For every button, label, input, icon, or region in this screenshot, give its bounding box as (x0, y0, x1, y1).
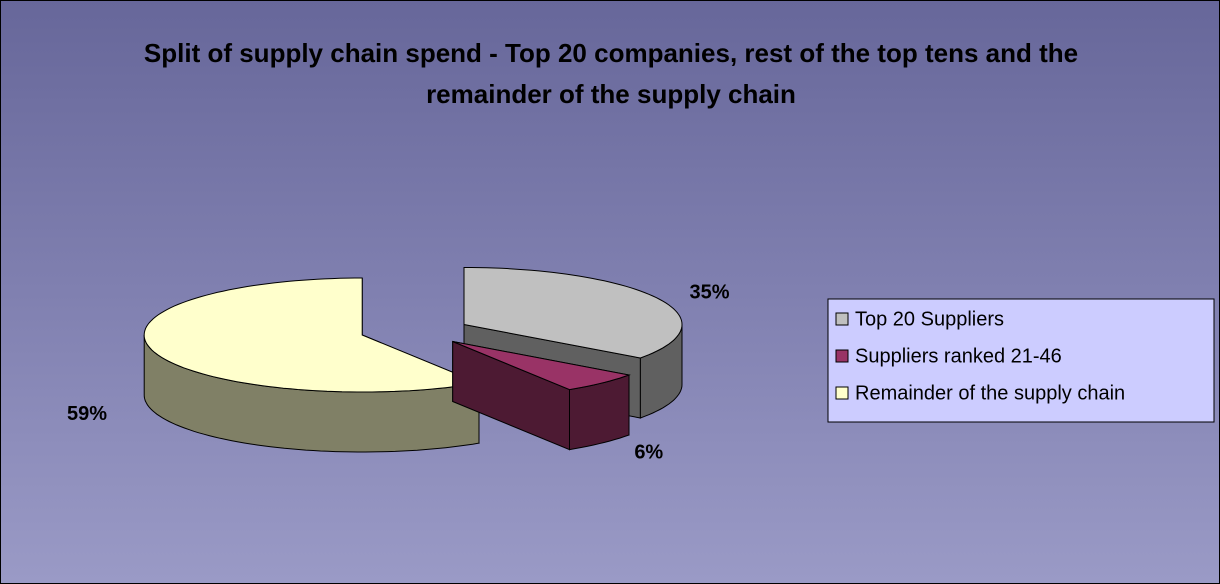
data-label: 35% (690, 282, 730, 304)
pie-slice (143, 277, 481, 453)
legend-box (827, 298, 1215, 423)
legend-swatch (835, 312, 849, 326)
pie-slice (452, 340, 631, 451)
legend: Top 20 Suppliers Suppliers ranked 21-46 Re… (827, 298, 1215, 423)
slice-top (463, 267, 683, 359)
data-label: 59% (67, 403, 107, 425)
legend-label: Suppliers ranked 21-46 (855, 345, 1062, 367)
legend-swatch (835, 386, 849, 400)
data-label: 6% (634, 442, 663, 464)
legend-swatch (835, 349, 849, 363)
slice-top (452, 341, 631, 391)
slice-top (143, 277, 481, 393)
legend-label: Remainder of the supply chain (855, 382, 1125, 404)
legend-label: Top 20 Suppliers (855, 308, 1004, 330)
chart-title: Split of supply chain spend - Top 20 com… (143, 38, 1079, 109)
